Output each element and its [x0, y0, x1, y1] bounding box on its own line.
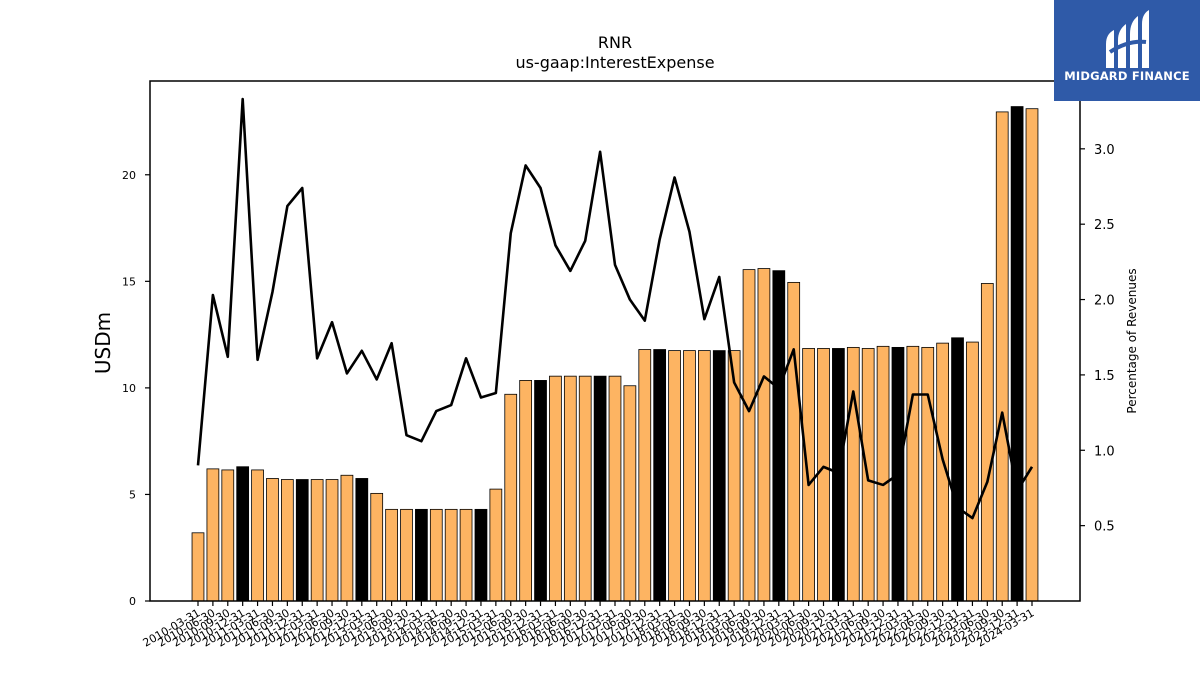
bar-2012-03-31	[310, 479, 324, 602]
bar-2010-06-30	[206, 468, 220, 602]
y-tick-label: 20	[122, 169, 136, 182]
bar-2019-06-30	[742, 269, 756, 602]
bar-2021-09-30	[876, 345, 890, 602]
bar-2016-09-30	[578, 375, 592, 602]
y2-tick-label: 1.0	[1094, 444, 1115, 459]
bar-2010-12-31	[236, 466, 250, 602]
bar-2011-12-31	[295, 479, 309, 602]
bar-2015-03-31	[489, 488, 503, 602]
bar-series	[191, 106, 1039, 602]
bar-2014-09-30	[459, 508, 473, 602]
bar-2016-06-30	[563, 375, 577, 602]
y-tick-label: 10	[122, 382, 136, 395]
bar-2022-06-30	[921, 346, 935, 602]
bar-2019-09-30	[757, 268, 771, 602]
bar-2020-03-31	[787, 281, 801, 602]
bar-2024-03-31	[1025, 108, 1039, 602]
bar-2015-12-31	[534, 380, 547, 602]
bar-2017-06-30	[623, 385, 637, 602]
y-tick-label: 5	[129, 488, 136, 501]
y-axis: 0 5 10 15 20	[122, 169, 150, 608]
bar-2011-06-30	[266, 478, 279, 602]
bar-2013-09-30	[400, 508, 413, 602]
bar-2022-03-31	[906, 345, 920, 602]
bar-2018-09-30	[698, 350, 711, 602]
bar-2023-03-31	[966, 341, 979, 602]
bar-2013-12-31	[415, 508, 428, 602]
bar-2018-03-31	[668, 350, 681, 602]
bar-2021-03-31	[846, 346, 860, 602]
bar-2017-09-30	[638, 349, 652, 602]
y2-tick-label: 3.0	[1094, 143, 1115, 158]
logo-mark-icon	[1106, 10, 1149, 68]
bar-2023-12-31	[1010, 106, 1024, 602]
bar-2015-09-30	[519, 380, 533, 602]
bar-2014-12-31	[474, 508, 488, 602]
bar-2013-03-31	[370, 492, 384, 602]
bar-2011-03-31	[251, 469, 264, 602]
y-tick-label: 0	[129, 595, 136, 608]
bar-2011-09-30	[280, 479, 294, 602]
bar-2018-06-30	[683, 350, 696, 602]
y-tick-label: 15	[122, 275, 136, 288]
bar-2023-09-30	[995, 111, 1009, 602]
y2-tick-label: 2.0	[1094, 294, 1115, 309]
y2-axis-label: Percentage of Revenues	[1125, 268, 1139, 413]
line-percentage-of-revenues	[196, 97, 1034, 520]
bar-2017-03-31	[608, 375, 622, 602]
logo-text: MIDGARD FINANCE	[1064, 69, 1190, 83]
bar-2012-06-30	[325, 479, 339, 602]
bar-2014-06-30	[444, 508, 458, 602]
brand-logo: MIDGARD FINANCE	[1054, 0, 1200, 101]
bar-2019-12-31	[772, 270, 786, 602]
bar-2010-03-31	[191, 532, 205, 602]
bar-2014-03-31	[429, 508, 443, 602]
bar-2012-12-31	[355, 478, 369, 602]
chart-title: RNR	[598, 33, 632, 52]
y2-tick-label: 2.5	[1094, 218, 1115, 233]
y2-tick-label: 1.5	[1094, 369, 1115, 384]
bar-2020-09-30	[817, 348, 830, 602]
y2-tick-label: 0.5	[1094, 520, 1115, 535]
bar-2013-06-30	[385, 508, 398, 602]
bar-2023-06-30	[980, 283, 994, 602]
bar-2012-09-30	[340, 474, 354, 602]
chart-subtitle: us-gaap:InterestExpense	[515, 53, 714, 72]
bar-2018-12-31	[712, 350, 726, 602]
bar-2016-12-31	[593, 375, 607, 602]
x-axis: 2010-03-312010-06-302010-09-302010-12-31…	[141, 601, 1037, 650]
bar-2020-12-31	[832, 348, 845, 602]
bar-2010-09-30	[221, 469, 235, 602]
bar-2022-12-31	[951, 337, 964, 602]
bar-2016-03-31	[549, 375, 562, 602]
bar-2015-06-30	[504, 393, 518, 602]
line-series	[196, 97, 1034, 520]
y-axis-label: USDm	[91, 312, 115, 374]
bar-2017-12-31	[653, 349, 667, 602]
y2-axis: 0.5 1.0 1.5 2.0 2.5 3.0	[1080, 143, 1115, 535]
